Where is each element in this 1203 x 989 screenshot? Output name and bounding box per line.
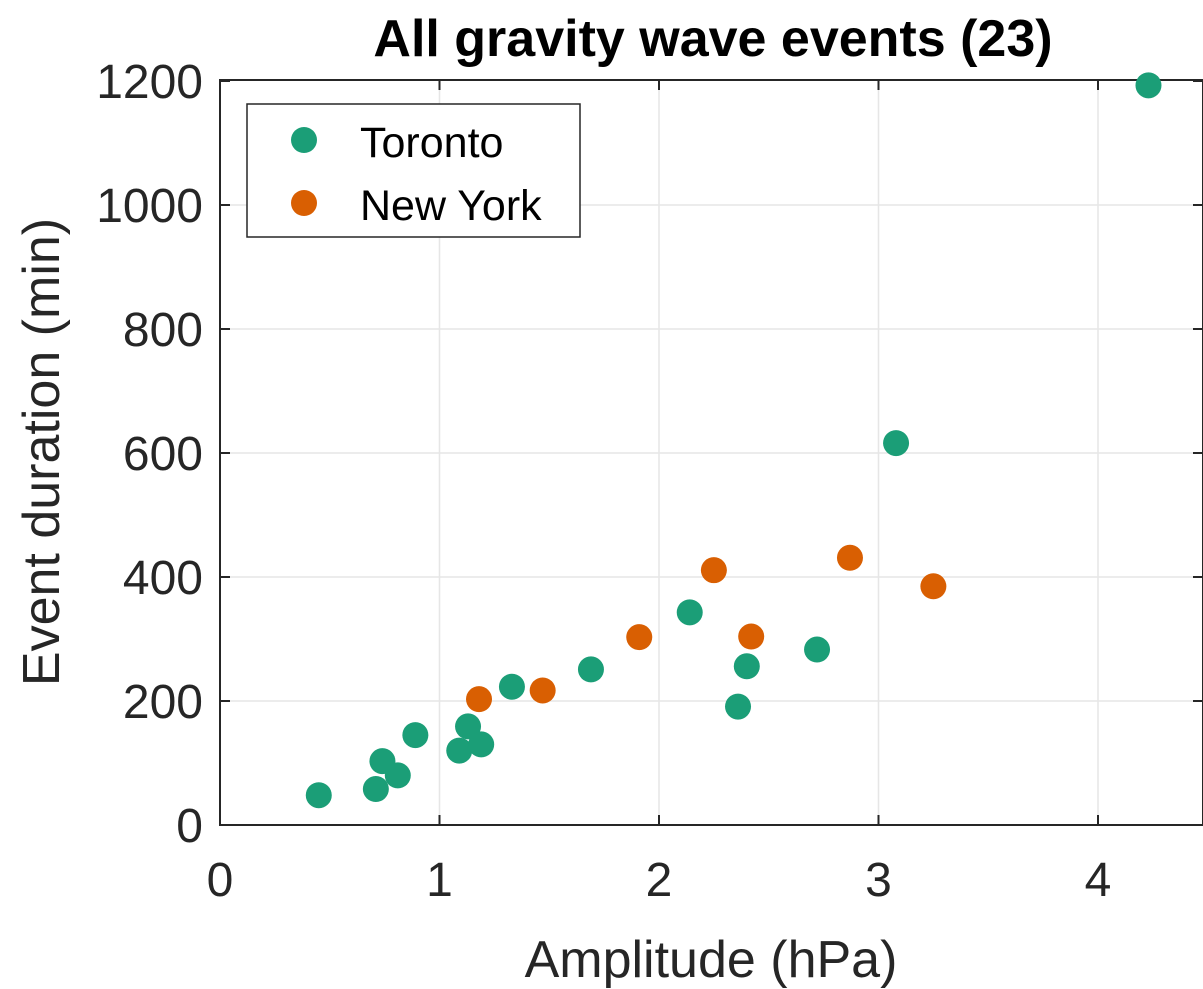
point-new-york (529, 677, 556, 704)
point-toronto (676, 599, 703, 626)
legend-label-toronto: Toronto (360, 119, 503, 167)
point-toronto (1135, 72, 1162, 99)
x-tick-labels: 0 1 2 3 4 (207, 854, 1112, 907)
point-toronto (402, 722, 429, 749)
point-new-york (700, 557, 727, 584)
point-new-york (626, 624, 653, 651)
y-tick-labels: 0 200 400 600 800 1000 1200 (96, 56, 203, 853)
point-toronto (305, 782, 332, 809)
point-toronto (468, 731, 495, 758)
x-tick-label: 4 (1085, 854, 1112, 907)
chart-title: All gravity wave events (23) (373, 10, 1052, 68)
y-tick-label: 1000 (96, 180, 203, 233)
point-new-york (920, 573, 947, 600)
point-toronto (804, 636, 831, 663)
point-toronto (733, 653, 760, 680)
y-tick-label: 200 (123, 676, 203, 729)
axis-ticks (219, 80, 1203, 826)
point-toronto (577, 656, 604, 683)
point-toronto (384, 762, 411, 789)
x-tick-label: 3 (865, 854, 892, 907)
point-toronto (883, 430, 910, 457)
y-tick-label: 400 (123, 552, 203, 605)
y-tick-label: 0 (176, 800, 203, 853)
point-toronto (498, 673, 525, 700)
point-new-york (836, 544, 863, 571)
data-points (305, 72, 1162, 809)
y-axis-label: Event duration (min) (13, 218, 71, 686)
legend-label-new-york: New York (360, 182, 542, 230)
x-tick-label: 0 (207, 854, 234, 907)
point-new-york (738, 623, 765, 650)
legend: Toronto New York (246, 103, 581, 238)
point-toronto (725, 693, 752, 720)
point-new-york (466, 686, 493, 713)
legend-marker-new-york (291, 190, 317, 216)
y-tick-label: 800 (123, 304, 203, 357)
x-axis-label: Amplitude (hPa) (525, 931, 898, 989)
point-toronto (446, 737, 473, 764)
y-tick-label: 600 (123, 428, 203, 481)
x-tick-label: 1 (426, 854, 453, 907)
legend-marker-toronto (291, 127, 317, 153)
point-toronto (455, 713, 482, 740)
y-tick-label: 1200 (96, 56, 203, 109)
x-tick-label: 2 (646, 854, 673, 907)
point-toronto (362, 776, 389, 803)
